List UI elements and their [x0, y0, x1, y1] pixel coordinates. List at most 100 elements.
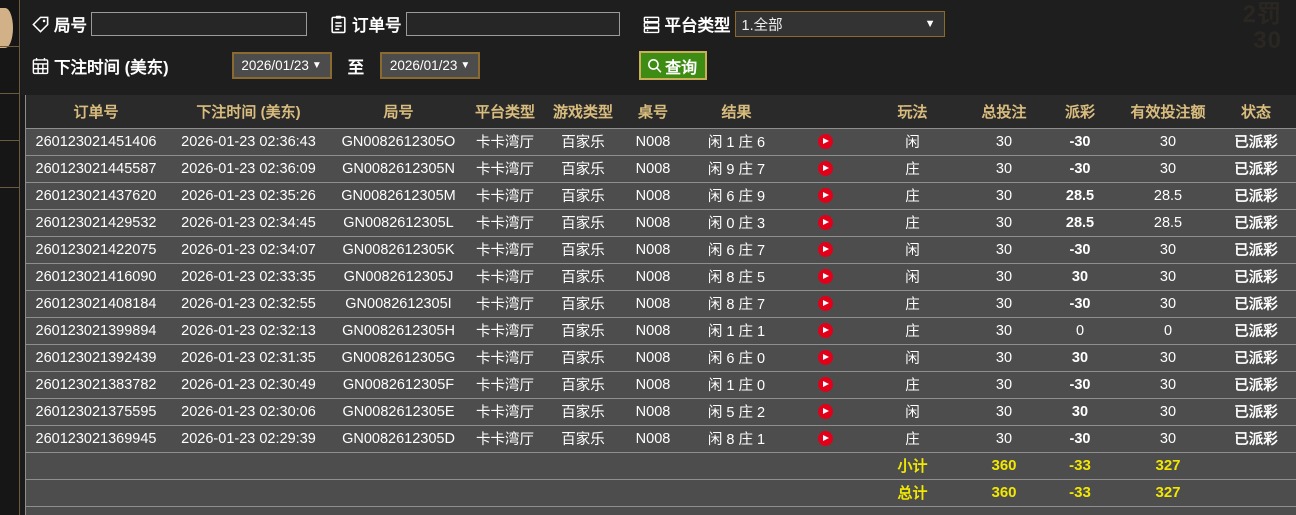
play-icon[interactable] [817, 323, 833, 339]
cell-payout: -30 [1044, 290, 1116, 318]
play-icon[interactable] [817, 404, 833, 420]
cell-replay[interactable] [789, 182, 861, 210]
round-no-input[interactable] [91, 12, 307, 36]
cell-round-no[interactable]: GN0082612305L [331, 209, 466, 237]
cell-round-no[interactable]: GN0082612305N [331, 155, 466, 183]
cell-order-no[interactable]: 260123021422075 [26, 236, 166, 264]
column-header-payout[interactable]: 派彩 [1044, 95, 1116, 129]
cell-order-no[interactable]: 260123021375595 [26, 398, 166, 426]
clipboard-icon [329, 15, 348, 34]
cell-replay[interactable] [789, 425, 861, 453]
left-rail[interactable] [0, 0, 20, 515]
cell-replay[interactable] [789, 371, 861, 399]
column-header-game[interactable]: 游戏 [1292, 95, 1296, 129]
cell-round-no[interactable]: GN0082612305I [331, 290, 466, 318]
cell-replay[interactable] [789, 398, 861, 426]
cell-order-no[interactable]: 260123021451406 [26, 128, 166, 156]
column-header-order-no[interactable]: 订单号 [26, 95, 166, 129]
order-no-input[interactable] [405, 12, 620, 36]
table-row[interactable]: 260123021369945 2026-01-23 02:29:39 GN0082… [26, 425, 1296, 453]
cell-platform: 卡卡湾厅 [466, 290, 544, 318]
table-row[interactable]: 260123021445587 2026-01-23 02:36:09 GN0082… [26, 155, 1296, 183]
play-icon[interactable] [817, 350, 833, 366]
table-body: 260123021451406 2026-01-23 02:36:43 GN0082… [26, 128, 1296, 507]
cell-round-no[interactable]: GN0082612305F [331, 371, 466, 399]
round-no-label: 局号 [31, 12, 87, 36]
table-row[interactable]: 260123021451406 2026-01-23 02:36:43 GN0082… [26, 128, 1296, 156]
cell-replay[interactable] [789, 290, 861, 318]
cell-round-no[interactable]: GN0082612305M [331, 182, 466, 210]
column-header-bet-time[interactable]: 下注时间 (美东) [166, 95, 331, 129]
play-icon[interactable] [817, 296, 833, 312]
cell-order-no[interactable]: 260123021369945 [26, 425, 166, 453]
platform-type-select[interactable]: 1.全部 ▼ [734, 11, 945, 37]
cell-result: 闲 5 庄 2 [684, 398, 789, 426]
bet-time-from-picker[interactable]: 2026/01/23 ▼ [231, 52, 332, 79]
cell-order-no[interactable]: 260123021416090 [26, 263, 166, 291]
cell-extra: - [1292, 263, 1296, 291]
table-row[interactable]: 260123021408184 2026-01-23 02:32:55 GN0082… [26, 290, 1296, 318]
play-icon[interactable] [817, 134, 833, 150]
cell-payout: -30 [1044, 236, 1116, 264]
cell-round-no[interactable]: GN0082612305K [331, 236, 466, 264]
cell-replay[interactable] [789, 209, 861, 237]
cell-replay[interactable] [789, 317, 861, 345]
cell-round-no[interactable]: GN0082612305D [331, 425, 466, 453]
column-header-table-no[interactable]: 桌号 [622, 95, 684, 129]
cell-round-no[interactable]: GN0082612305J [331, 263, 466, 291]
cell-order-no[interactable]: 260123021408184 [26, 290, 166, 318]
column-header-valid-bet[interactable]: 有效投注额 [1116, 95, 1220, 129]
column-header-bet-type[interactable]: 玩法 [861, 95, 964, 129]
cell-replay[interactable] [789, 236, 861, 264]
cell-order-no[interactable]: 260123021383782 [26, 371, 166, 399]
cell-round-no[interactable]: GN0082612305E [331, 398, 466, 426]
query-button[interactable]: 查询 [639, 51, 708, 80]
cell-bet-time: 2026-01-23 02:31:35 [166, 344, 331, 372]
play-icon[interactable] [817, 377, 833, 393]
cell-order-no[interactable]: 260123021437620 [26, 182, 166, 210]
cell-round-no[interactable]: GN0082612305O [331, 128, 466, 156]
cell-replay[interactable] [789, 344, 861, 372]
table-row[interactable]: 260123021416090 2026-01-23 02:33:35 GN0082… [26, 263, 1296, 291]
table-row[interactable]: 260123021422075 2026-01-23 02:34:07 GN0082… [26, 236, 1296, 264]
column-header-platform[interactable]: 平台类型 [466, 95, 544, 129]
cell-game-type: 百家乐 [544, 317, 622, 345]
play-icon[interactable] [817, 188, 833, 204]
play-icon[interactable] [817, 161, 833, 177]
column-header-status[interactable]: 状态 [1220, 95, 1292, 129]
cell-round-no[interactable]: GN0082612305H [331, 317, 466, 345]
table-row[interactable]: 260123021429532 2026-01-23 02:34:45 GN0082… [26, 209, 1296, 237]
cell-spacer [1220, 452, 1292, 480]
table-row[interactable]: 260123021437620 2026-01-23 02:35:26 GN0082… [26, 182, 1296, 210]
table-row[interactable]: 260123021383782 2026-01-23 02:30:49 GN0082… [26, 371, 1296, 399]
cell-order-no[interactable]: 260123021399894 [26, 317, 166, 345]
play-icon[interactable] [817, 431, 833, 447]
cell-game-type: 百家乐 [544, 371, 622, 399]
play-icon[interactable] [817, 215, 833, 231]
cell-valid-bet: 30 [1116, 398, 1220, 426]
table-row[interactable]: 260123021392439 2026-01-23 02:31:35 GN0082… [26, 344, 1296, 372]
grand-total-row: 总计 360 -33 327 [26, 479, 1296, 507]
column-header-round-no[interactable]: 局号 [331, 95, 466, 129]
cell-order-no[interactable]: 260123021392439 [26, 344, 166, 372]
cell-replay[interactable] [789, 155, 861, 183]
cell-replay[interactable] [789, 263, 861, 291]
cell-round-no[interactable]: GN0082612305G [331, 344, 466, 372]
cell-bet-time: 2026-01-23 02:36:43 [166, 128, 331, 156]
column-header-game-type[interactable]: 游戏类型 [544, 95, 622, 129]
bet-time-to-picker[interactable]: 2026/01/23 ▼ [380, 52, 481, 79]
column-header-total-bet[interactable]: 总投注 [964, 95, 1044, 129]
table-row[interactable]: 260123021399894 2026-01-23 02:32:13 GN0082… [26, 317, 1296, 345]
cell-order-no[interactable]: 260123021445587 [26, 155, 166, 183]
column-header-result[interactable]: 结果 [684, 95, 789, 129]
cell-replay[interactable] [789, 128, 861, 156]
cell-game-type: 百家乐 [544, 236, 622, 264]
cell-bet-type: 闲 [861, 236, 964, 264]
play-icon[interactable] [817, 269, 833, 285]
cell-platform: 卡卡湾厅 [466, 371, 544, 399]
cell-order-no[interactable]: 260123021429532 [26, 209, 166, 237]
cell-spacer [26, 452, 166, 480]
cell-bet-type: 庄 [861, 317, 964, 345]
play-icon[interactable] [817, 242, 833, 258]
table-row[interactable]: 260123021375595 2026-01-23 02:30:06 GN0082… [26, 398, 1296, 426]
